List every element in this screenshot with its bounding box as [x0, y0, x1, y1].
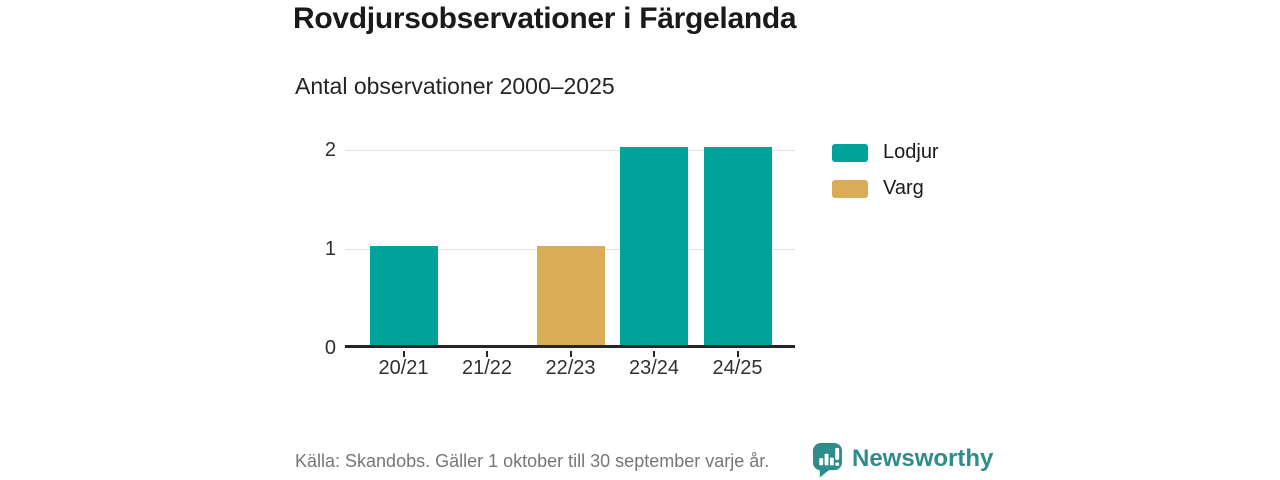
brand-name: Newsworthy: [852, 445, 994, 472]
x-tick-22-23: [569, 351, 572, 357]
chart-subtitle: Antal observationer 2000–2025: [295, 73, 615, 99]
bar-varg-22-23: [536, 246, 605, 345]
x-tick-21-22: [486, 351, 488, 357]
legend: Lodjur Varg: [832, 141, 939, 200]
plot-area: [345, 147, 795, 348]
x-tick-24-25: [736, 351, 739, 357]
legend-item-lodjur: Lodjur: [832, 141, 939, 164]
legend-label-varg: Varg: [883, 177, 924, 199]
bar-lodjur-23-24: [620, 147, 688, 345]
x-tick-label-21-22: 21/22: [461, 357, 513, 379]
newsworthy-logo: Newsworthy: [812, 442, 993, 478]
legend-label-lodjur: Lodjur: [883, 141, 939, 163]
bar-lodjur-20-21: [369, 246, 438, 345]
x-tick-23-24: [653, 351, 655, 357]
page-title: Rovdjursobservationer i Färgelanda: [293, 2, 797, 35]
y-tick-label-0: 0: [324, 337, 336, 359]
x-tick-label-23-24: 23/24: [628, 357, 680, 379]
x-tick-label-24-25: 24/25: [712, 357, 763, 379]
legend-swatch-lodjur: [832, 143, 868, 162]
source-text: Källa: Skandobs. Gäller 1 oktober till 3…: [295, 451, 770, 471]
x-axis-labels: 20/21 21/22 22/23 23/24 24/25: [345, 357, 795, 383]
x-tick-20-21: [402, 351, 405, 357]
gridline-2: [345, 150, 795, 151]
x-axis-ticks: [345, 351, 795, 358]
newsworthy-speech-bubble-bar-chart-icon: [812, 442, 843, 478]
x-tick-label-22-23: 22/23: [545, 357, 596, 379]
y-tick-label-2: 2: [324, 139, 336, 161]
bar-lodjur-24-25: [703, 147, 772, 345]
legend-swatch-varg: [832, 179, 868, 198]
x-tick-label-20-21: 20/21: [378, 357, 429, 379]
legend-item-varg: Varg: [832, 177, 939, 200]
y-tick-label-1: 1: [324, 238, 336, 260]
